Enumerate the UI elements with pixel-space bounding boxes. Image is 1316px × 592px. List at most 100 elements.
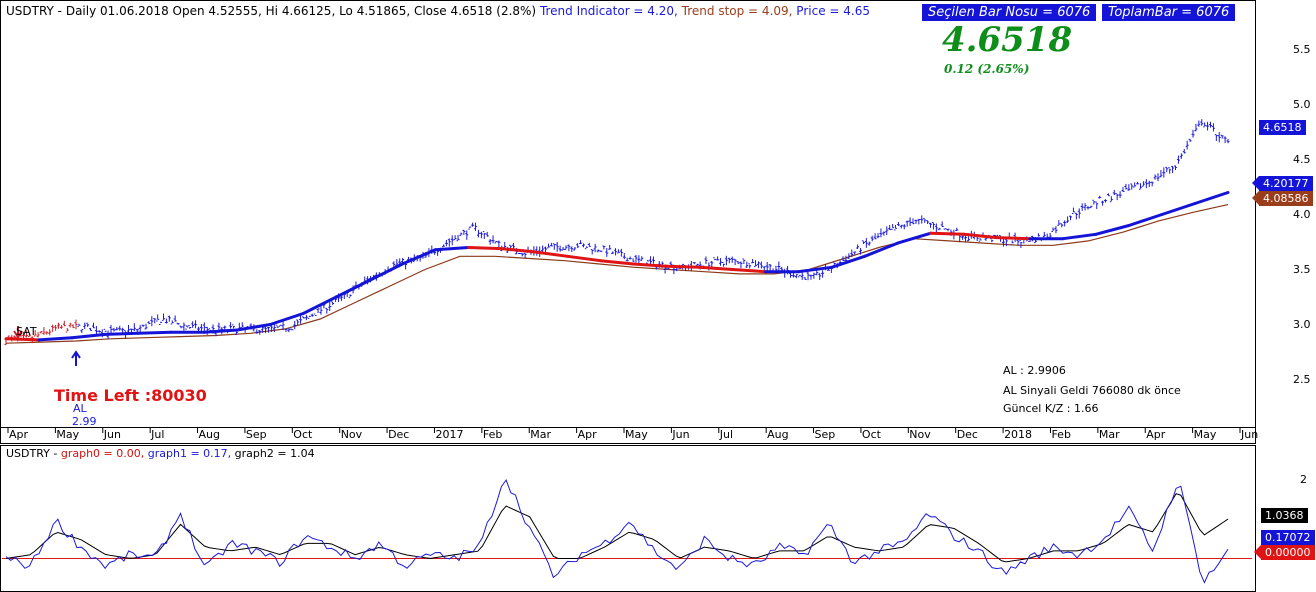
- sub-prefix: USDTRY -: [6, 447, 58, 460]
- sub-panel-border: [0, 445, 1256, 592]
- price-change: 0.12 (2.65%): [944, 62, 1030, 76]
- trend-indicator-segment: [367, 262, 404, 282]
- month-label: Apr: [1146, 428, 1166, 441]
- month-label: Feb: [1051, 428, 1071, 441]
- month-label: Jun: [672, 428, 690, 441]
- month-label: Jun: [103, 428, 121, 441]
- trend-indicator-segment: [103, 331, 140, 336]
- trend-indicator-segment: [301, 295, 338, 315]
- month-label: Dec: [388, 428, 410, 441]
- month-label: Mar: [530, 428, 551, 441]
- sub-y-tick: 2: [1300, 473, 1307, 486]
- main-panel-border: [0, 0, 1256, 444]
- trend-indicator-value: Trend Indicator = 4.20,: [539, 4, 678, 18]
- trend-indicator-segment: [466, 246, 503, 251]
- month-label: Aug: [198, 428, 221, 441]
- g0-tag: 0.00000: [1261, 545, 1315, 560]
- big-price: 4.6518: [942, 20, 1073, 60]
- trend-stop-line: [5, 204, 1229, 344]
- month-label: May: [56, 428, 80, 441]
- trend-indicator-segment: [665, 264, 702, 269]
- al-info: AL : 2.9906: [1003, 364, 1066, 377]
- trend-indicator-segment: [797, 265, 834, 274]
- signal-arrows: [13, 326, 81, 366]
- trend-indicator-segment: [1127, 213, 1164, 227]
- y-tick-label: 3.5: [1293, 262, 1311, 276]
- graph2-line: [5, 493, 1229, 563]
- trend-indicator-line: [4, 191, 1230, 342]
- g1-tag: 0.17072: [1261, 530, 1315, 545]
- stop-tag: 4.08586: [1259, 191, 1313, 206]
- chart-header: USDTRY - Daily 01.06.2018 Open 4.52555, …: [6, 4, 870, 18]
- graph1-value: graph1 = 0.17,: [147, 447, 232, 460]
- month-label: Sep: [814, 428, 836, 441]
- g2-tag: 1.0368: [1261, 508, 1308, 523]
- trend-indicator-segment: [235, 323, 272, 332]
- y-tick-label: 5.0: [1293, 97, 1311, 111]
- time-left: Time Left :80030: [54, 386, 207, 405]
- y-tick-label: 4.0: [1293, 207, 1311, 221]
- stop-tag-pointer: [1252, 191, 1259, 205]
- price-bars: [4, 119, 1230, 345]
- price-tag: 4.6518: [1259, 120, 1306, 135]
- al-signal-info: AL Sinyali Geldi 766080 dk önce: [1003, 384, 1181, 397]
- month-label: Jul: [719, 428, 734, 441]
- sub-header: USDTRY - graph0 = 0.00, graph1 = 0.17, g…: [6, 447, 315, 460]
- trend-indicator-segment: [37, 336, 74, 342]
- trend-indicator-segment: [1193, 191, 1230, 205]
- month-label: Sep: [245, 428, 267, 441]
- month-label: 2017: [435, 428, 464, 441]
- trend-indicator-segment: [565, 254, 602, 263]
- trend-tag-pointer: [1252, 176, 1259, 190]
- month-label: Jul: [151, 428, 165, 441]
- graph0-value: graph0 = 0.00,: [60, 447, 145, 460]
- trend-indicator-segment: [995, 236, 1032, 241]
- trend-indicator-segment: [830, 254, 867, 269]
- month-label: 2018: [1004, 428, 1033, 441]
- trend-tag: 4.20177: [1259, 176, 1313, 191]
- month-label: Oct: [293, 428, 313, 441]
- trend-stop-series: [5, 204, 1229, 344]
- trend-indicator-segment: [929, 231, 966, 236]
- trend-indicator-segment: [598, 259, 636, 266]
- month-label: Nov: [909, 428, 931, 441]
- trend-stop-value: Trend stop = 4.09,: [681, 4, 793, 18]
- trend-indicator-segment: [632, 262, 669, 268]
- trend-indicator-segment: [1094, 224, 1131, 236]
- price-value: Price = 4.65: [796, 4, 870, 18]
- trend-indicator-segment: [136, 330, 173, 335]
- month-label: Mar: [1098, 428, 1120, 441]
- trend-indicator-segment: [4, 337, 41, 342]
- month-label: Dec: [956, 428, 978, 441]
- trend-indicator-segment: [499, 247, 536, 254]
- selected-bar-box: Seçilen Bar Nosu = 6076: [922, 4, 1097, 21]
- month-label: Nov: [340, 428, 363, 441]
- trend-indicator-segment: [400, 248, 437, 266]
- trend-indicator-segment: [1160, 202, 1197, 216]
- current-kz-info: Güncel K/Z : 1.66: [1003, 402, 1099, 415]
- al-label: AL: [73, 402, 87, 415]
- oscillator-panel: [2, 478, 1252, 584]
- graph2-value: graph2 = 1.04: [234, 447, 315, 460]
- graph1-line: [5, 478, 1229, 584]
- trend-indicator-segment: [731, 268, 768, 274]
- month-label: Apr: [9, 428, 29, 441]
- sell-arrow-icon: [13, 326, 23, 339]
- trend-indicator-segment: [433, 246, 470, 252]
- al-value-label: 2.99: [72, 415, 97, 428]
- month-label: May: [1193, 428, 1217, 441]
- trend-indicator-segment: [962, 232, 999, 240]
- trend-indicator-segment: [1061, 232, 1098, 241]
- y-tick-label: 2.5: [1293, 372, 1311, 386]
- trend-indicator-segment: [863, 241, 900, 258]
- trend-indicator-segment: [698, 265, 735, 271]
- trend-indicator-segment: [896, 231, 933, 245]
- buy-arrow-icon: [71, 350, 81, 366]
- month-label: Feb: [482, 428, 503, 441]
- y-tick-label: 5.5: [1293, 42, 1311, 56]
- trend-indicator-segment: [334, 279, 371, 299]
- total-bars-box: ToplamBar = 6076: [1102, 4, 1236, 21]
- month-label: Oct: [861, 428, 881, 441]
- trend-indicator-segment: [268, 312, 305, 326]
